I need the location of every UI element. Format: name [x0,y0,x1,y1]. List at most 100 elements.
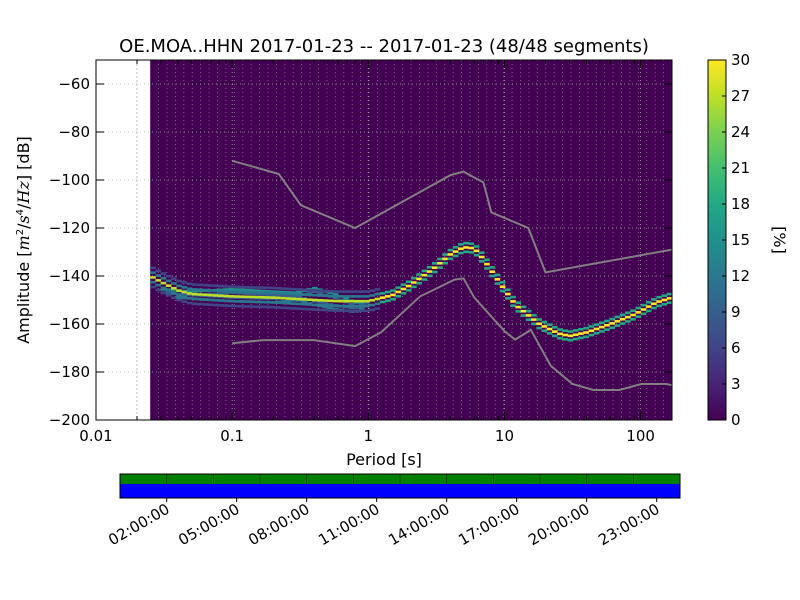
ppsd-cell-spread [181,295,188,299]
ppsd-cell-spread [228,299,235,303]
coverage-bottom-band [120,484,680,498]
ppsd-cell-spread [338,304,344,308]
ppsd-cell-spread [327,309,334,312]
ppsd-cell-edge [405,289,412,292]
ppsd-cell-mode [656,300,662,303]
ppsd-cell-edge [452,245,459,249]
ppsd-cell-mode [249,295,255,299]
ppsd-cell-spread [358,304,365,308]
colorbar-tick-label: 27 [731,87,750,105]
ppsd-cell-spread [181,300,188,303]
ppsd-cell-spread [218,304,224,307]
ppsd-cell-spread [353,304,360,308]
ppsd-cell-spread [306,303,313,306]
ppsd-cell-mode [400,287,407,291]
ppsd-cell-edge [536,318,542,321]
ppsd-cell-mode [478,255,485,259]
ppsd-cell-edge [645,300,652,304]
ppsd-cell-edge [431,270,438,274]
ppsd-cell-band2 [275,294,282,297]
ppsd-cell-mode [358,299,365,303]
ppsd-cell-edge [525,309,532,313]
ppsd-cell-spread [280,292,287,295]
ppsd-cell-mode [191,292,198,296]
ppsd-cell-spread [338,309,344,313]
ppsd-cell-spread [332,294,339,298]
ppsd-cell-mode [385,295,391,298]
ppsd-cell-spread [233,285,240,289]
ppsd-cell-mode [505,292,511,296]
ppsd-cell-edge [416,273,422,276]
ppsd-cell-mode [186,292,193,295]
ppsd-cell-band2 [343,297,349,300]
x-tick-label: 100 [626,427,655,445]
ppsd-cell-spread [207,289,214,292]
ppsd-cell-spread [358,309,365,313]
ppsd-cell-band2 [332,296,339,300]
data-coverage-strip: 02:00:00 05:00:00 08:00:00 11:00:00 14:00:00… [105,473,681,549]
ppsd-cell-mode [437,261,443,265]
ppsd-cell-band2 [338,298,344,302]
ppsd-cell-spread [264,286,271,290]
ppsd-cell-band3 [296,295,302,299]
colorbar-tick-label: 12 [731,267,750,285]
ppsd-cell-spread [191,283,198,286]
ppsd-cell-spread [270,305,276,309]
ppsd-cell-edge [656,295,662,299]
ppsd-cell-spread [343,304,349,308]
colorbar-tick-label: 24 [731,123,750,141]
ppsd-cell-spread [186,296,193,300]
ppsd-cell-band3 [327,306,334,310]
ppsd-cell-edge [499,289,506,293]
ppsd-cell-edge [458,251,464,255]
ppsd-cell-edge [572,329,579,332]
ppsd-cell-edge [614,315,621,319]
ppsd-cell-spread [212,298,219,302]
ppsd-cell-edge [562,338,569,341]
ppsd-cell-mode [525,314,532,317]
ppsd-cell-mode [311,298,318,302]
ppsd-cell-band3 [291,299,297,302]
ppsd-cell-spread [160,272,167,275]
ppsd-cell-mode [630,313,636,317]
ppsd-cell-spread [348,304,355,308]
ppsd-cell-spread [207,284,214,287]
ppsd-cell-spread [181,281,188,284]
ppsd-cell-edge [619,313,626,317]
ppsd-cell-spread [358,295,365,298]
ppsd-cell-band2 [233,288,240,291]
ppsd-cell-spread [317,289,323,292]
y-axis-label: Amplitude [m2/s4/Hz] [dB] [14,136,33,344]
ppsd-cell-spread [317,308,323,312]
ppsd-cell-mode [176,289,182,292]
ppsd-cell-edge [604,328,610,331]
ppsd-cell-spread [207,298,214,302]
ppsd-cell-spread [218,284,224,288]
ppsd-cell-edge [567,330,574,333]
ppsd-cell-band3 [332,307,339,311]
ppsd-cell-band2 [311,286,318,290]
ppsd-cell-spread [301,288,308,292]
ppsd-cell-band3 [285,299,292,303]
ppsd-cell-edge [557,328,563,331]
colorbar-tick-label: 3 [731,375,741,393]
ppsd-cell-edge [541,329,548,333]
ppsd-cell-spread [280,306,287,310]
ppsd-cell-band2 [212,292,219,296]
ppsd-cell-spread [186,287,193,290]
ppsd-cell-band3 [291,295,297,299]
ppsd-cell-edge [531,313,537,317]
ppsd-cell-edge [531,322,537,326]
ppsd-cell-edge [635,306,642,310]
x-axis-label: Period [s] [346,450,422,469]
coverage-time-label: 02:00:00 [105,500,172,549]
colorbar-tick-label: 6 [731,339,741,357]
ppsd-cell-spread [155,274,162,277]
ppsd-cell-mode [494,277,501,281]
ppsd-cell-mode [369,298,375,302]
coverage-time-label: 05:00:00 [175,500,242,549]
ppsd-cell-edge [421,269,428,273]
ppsd-cell-mode [645,305,652,308]
colorbar-tick-label: 0 [731,411,741,429]
ppsd-cell-edge [452,254,459,258]
